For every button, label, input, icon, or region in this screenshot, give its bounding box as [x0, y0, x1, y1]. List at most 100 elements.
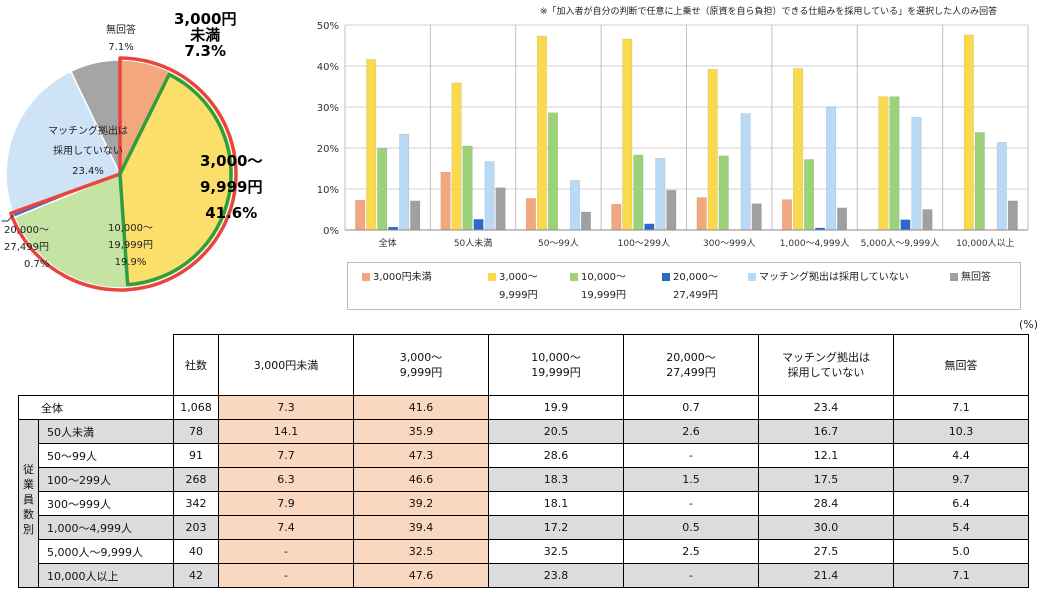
pie-label-matching-line1: マッチング拠出は [48, 126, 128, 137]
row-label: 5,000人〜9,999人 [38, 539, 174, 564]
header-20000-27499-line2: 27,499円 [666, 366, 716, 379]
pie-label-10000-19999: 10,000〜 19,999円 19.9% [108, 220, 153, 271]
cell-matching: 23.4 [758, 395, 894, 420]
legend-label-line: 20,000〜 [673, 272, 718, 283]
cell-3000-9999: 35.9 [353, 419, 489, 444]
group-label-char: 業 [23, 478, 34, 491]
legend-swatch [570, 273, 578, 281]
legend-swatch [950, 273, 958, 281]
cell-under-3000: 14.1 [218, 419, 354, 444]
cell-no-answer: 5.0 [893, 539, 1029, 564]
pie-label-3000-9999-line1: 3,000〜 [200, 152, 263, 170]
bar-series-5-cat-0 [410, 200, 421, 231]
bar-series-5-cat-6 [922, 209, 933, 231]
bar-series-1-cat-5 [793, 68, 804, 231]
cell-matching: 16.7 [758, 419, 894, 444]
pie-label-no-answer: 無回答 7.1% [106, 22, 136, 56]
legend-label: 3,000〜 9,999円 [499, 269, 538, 305]
cell-matching: 21.4 [758, 563, 894, 588]
pie-label-3000-9999-pct: 41.6% [205, 204, 258, 222]
bar-series-0-cat-0 [355, 199, 366, 231]
y-tick-label: 20% [317, 144, 339, 155]
legend-label-line: 10,000〜 [581, 272, 626, 283]
bar-series-5-cat-4 [751, 203, 762, 231]
bar-series-4-cat-4 [740, 113, 751, 231]
pie-label-3000-9999-line2: 9,999円 [200, 178, 263, 196]
header-no-answer-line1: 無回答 [944, 358, 978, 372]
row-label: 10,000人以上 [38, 563, 174, 588]
row-label: 全体 [18, 395, 174, 420]
bar-series-0-cat-2 [525, 198, 536, 231]
bar-series-1-cat-1 [451, 82, 462, 231]
cell-matching: 28.4 [758, 491, 894, 516]
cell-no-answer: 9.7 [893, 467, 1029, 492]
cell-no-answer: 4.4 [893, 443, 1029, 468]
header-under-3000-line1: 3,000円未満 [253, 358, 319, 372]
cell-under-3000: - [218, 539, 354, 564]
bar-series-2-cat-0 [377, 148, 388, 231]
bar-series-1-cat-3 [622, 38, 633, 231]
row-count: 342 [173, 491, 219, 516]
pie-label-matching-line2: 採用していない [53, 146, 123, 157]
header-matching: マッチング拠出は 採用していない [758, 334, 894, 396]
row-count: 42 [173, 563, 219, 588]
header-3000-9999-line1: 3,000〜 [399, 351, 443, 364]
row-label: 1,000〜4,999人 [38, 515, 174, 540]
cell-10000-19999: 19.9 [488, 395, 624, 420]
legend-swatch [662, 273, 670, 281]
legend-label-line: 27,499円 [673, 290, 718, 301]
bar-series-2-cat-7 [974, 132, 985, 231]
bar-series-2-cat-4 [718, 155, 729, 231]
cell-matching: 12.1 [758, 443, 894, 468]
group-label-char: 数 [23, 508, 34, 521]
y-tick-label: 40% [317, 62, 339, 73]
row-count: 1,068 [173, 395, 219, 420]
cell-20000-27499: 2.5 [623, 539, 759, 564]
bar-series-4-cat-1 [484, 161, 495, 231]
bar-series-3-cat-1 [473, 219, 484, 231]
table-unit: (%) [1019, 318, 1039, 331]
bar-series-5-cat-3 [666, 189, 677, 231]
cell-under-3000: 7.9 [218, 491, 354, 516]
cell-10000-19999: 18.1 [488, 491, 624, 516]
x-tick-label: 10,000人以上 [956, 238, 1015, 249]
bar-series-2-cat-2 [547, 112, 558, 231]
bar-series-3-cat-6 [900, 219, 911, 231]
cell-20000-27499: 1.5 [623, 467, 759, 492]
header-3000-9999-line2: 9,999円 [399, 366, 443, 379]
header-10000-19999-line2: 19,999円 [531, 366, 581, 379]
cell-20000-27499: 0.5 [623, 515, 759, 540]
bar-legend: 3,000円未満 3,000〜 9,999円 10,000〜 19,999円 20,000… [347, 262, 1021, 310]
row-count: 40 [173, 539, 219, 564]
pie-highlight-outer [9, 56, 238, 292]
cell-10000-19999: 28.6 [488, 443, 624, 468]
x-tick-label: 50人未満 [454, 237, 492, 249]
pie-slice-10000-19999 [13, 172, 129, 289]
y-tick-label: 50% [317, 21, 339, 32]
pie-label-under3000: 3,000円 未満 7.3% [174, 10, 236, 61]
cell-under-3000: 7.4 [218, 515, 354, 540]
row-count: 203 [173, 515, 219, 540]
bar-series-5-cat-7 [1007, 200, 1018, 231]
cell-no-answer: 6.4 [893, 491, 1029, 516]
y-tick-label: 30% [317, 103, 339, 114]
cell-no-answer: 10.3 [893, 419, 1029, 444]
cell-matching: 30.0 [758, 515, 894, 540]
bar-series-4-cat-7 [996, 142, 1007, 231]
pie-label-10000-19999-line1: 10,000〜 [108, 223, 153, 234]
bar-series-1-cat-6 [878, 96, 889, 231]
bar-series-4-cat-3 [655, 158, 666, 231]
x-tick-label: 300〜999人 [703, 238, 755, 249]
header-3000-9999: 3,000〜 9,999円 [353, 334, 489, 396]
group-label-char: 員 [23, 493, 34, 506]
legend-label-line: 3,000〜 [499, 272, 538, 283]
header-under-3000: 3,000円未満 [218, 334, 354, 396]
cell-matching: 17.5 [758, 467, 894, 492]
cell-under-3000: 6.3 [218, 467, 354, 492]
y-tick-label: 10% [317, 185, 339, 196]
employee-group-label: 従 業 員 数 別 [18, 419, 39, 588]
cell-3000-9999: 41.6 [353, 395, 489, 420]
bar-chart-note: ※「加入者が自分の判断で任意に上乗せ（原資を自ら負担）できる仕組みを採用している… [540, 7, 998, 17]
cell-no-answer: 7.1 [893, 395, 1029, 420]
bar-series-2-cat-1 [462, 145, 473, 231]
